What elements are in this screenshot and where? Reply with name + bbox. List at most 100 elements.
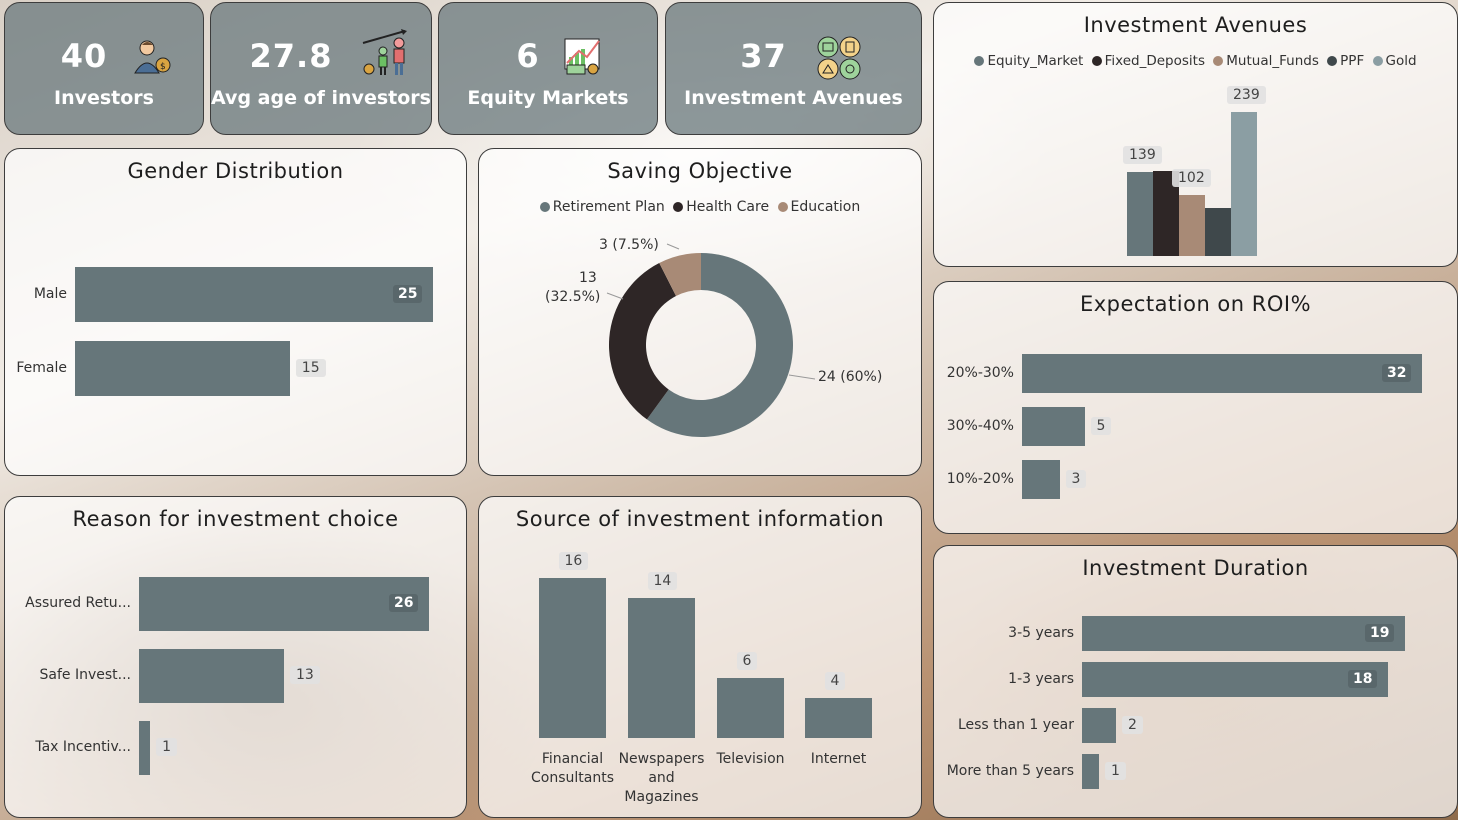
donut-slice[interactable] xyxy=(646,253,793,437)
category-label-line: Newspapers xyxy=(618,751,705,767)
legend-dot xyxy=(1213,56,1224,66)
data-label: 1 xyxy=(156,738,178,756)
data-label: 1 xyxy=(1105,761,1126,780)
kpi-investment-avenues: 37 Investment Avenues xyxy=(665,2,922,135)
legend-label: Health Care xyxy=(686,199,770,215)
duration-card: Investment Duration 3-5 years 19 1-3 years… xyxy=(933,545,1458,818)
legend-item[interactable]: Health Care xyxy=(673,199,769,215)
data-label: 2 xyxy=(1122,715,1143,734)
bar xyxy=(1082,754,1099,789)
data-label: 16 xyxy=(558,552,589,570)
legend-item[interactable]: Retirement Plan xyxy=(539,199,665,215)
category-label: Less than 1 year xyxy=(957,716,1074,733)
investor-icon: $ xyxy=(134,40,171,74)
bar xyxy=(75,267,433,322)
bar xyxy=(1082,662,1388,697)
kpi-avg-age: 27.8 Avg age of investors xyxy=(210,2,432,135)
kpi-label: Avg age of investors xyxy=(211,87,431,109)
data-label: 25 xyxy=(393,284,423,303)
data-label: 32 xyxy=(1382,363,1412,382)
kpi-label: Equity Markets xyxy=(467,87,629,109)
roi-expectation-card: Expectation on ROI% 20%-30% 32 30%-40% 5 10%… xyxy=(933,281,1458,534)
legend-dot xyxy=(673,202,684,212)
category-label: Newspapers and Magazines xyxy=(616,750,707,807)
legend-label: Fixed_Deposits xyxy=(1104,53,1205,69)
bar xyxy=(1082,708,1116,743)
card-title: Reason for investment choice xyxy=(72,507,399,531)
leader-line xyxy=(788,374,816,380)
bar xyxy=(1022,354,1422,393)
bar xyxy=(139,649,284,703)
saving-objective-card: Saving Objective Retirement Plan Health … xyxy=(478,148,922,476)
slice-label-health-care: 13 xyxy=(579,270,597,286)
bar xyxy=(805,698,872,738)
kpi-investors: 40 $ Investors xyxy=(4,2,204,135)
legend-item[interactable]: Fixed_Deposits xyxy=(1091,53,1205,69)
category-label-line: and xyxy=(648,770,675,786)
kpi-equity-markets: 6 Equity Markets xyxy=(438,2,658,135)
leader-line xyxy=(606,292,624,300)
bar xyxy=(1179,194,1205,256)
category-label: Assured Retu... xyxy=(25,595,131,611)
legend-dot xyxy=(539,202,550,212)
category-label: Female xyxy=(16,359,67,376)
card-title: Saving Objective xyxy=(607,159,793,183)
kpi-label: Investors xyxy=(54,87,154,109)
legend-label: PPF xyxy=(1340,53,1365,69)
kpi-value: 37 xyxy=(740,37,787,75)
bar xyxy=(1022,407,1085,446)
category-label: Male xyxy=(33,285,67,302)
source-card: Source of investment information 16 Finan… xyxy=(478,496,922,818)
kpi-value: 27.8 xyxy=(249,37,333,75)
slice-label-retirement: 24 (60%) xyxy=(818,369,883,385)
donut-slice[interactable] xyxy=(609,263,677,420)
slice-label-health-care-pct: (32.5%) xyxy=(545,289,601,305)
data-label: 19 xyxy=(1365,623,1395,642)
category-label-line: Financial xyxy=(541,751,604,767)
data-label: 26 xyxy=(389,594,419,612)
bar xyxy=(1205,207,1231,256)
legend-label: Equity_Market xyxy=(987,53,1084,69)
category-label: 1-3 years xyxy=(1008,670,1074,687)
reason-card: Reason for investment choice Assured Ret… xyxy=(4,496,467,818)
bar xyxy=(75,341,290,396)
data-label: 13 xyxy=(290,666,320,684)
kpi-value: 40 xyxy=(60,37,108,75)
legend-label: Mutual_Funds xyxy=(1226,53,1319,69)
slice-label-education: 3 (7.5%) xyxy=(599,237,659,253)
saving-legend: Retirement Plan Health Care Education xyxy=(479,199,921,215)
category-label: Safe Invest... xyxy=(39,667,132,683)
data-label: 102 xyxy=(1172,168,1211,187)
category-label: Television xyxy=(705,750,796,769)
legend-dot xyxy=(974,56,985,66)
legend-label: Retirement Plan xyxy=(552,199,665,215)
category-label-line: Television xyxy=(716,751,785,767)
bar xyxy=(1082,616,1405,651)
legend-item[interactable]: Gold xyxy=(1372,53,1417,69)
card-title: Investment Duration xyxy=(1082,556,1309,580)
category-label: Internet xyxy=(793,750,884,769)
data-label: 239 xyxy=(1227,86,1266,104)
category-label-line: Internet xyxy=(810,751,867,767)
legend-item[interactable]: Education xyxy=(777,199,860,215)
saving-donut-chart xyxy=(606,243,816,437)
legend-dot xyxy=(777,202,788,212)
bar xyxy=(717,678,784,738)
donut-slice[interactable] xyxy=(659,253,701,296)
data-label: 4 xyxy=(824,672,846,690)
bar xyxy=(139,721,151,775)
card-title: Expectation on ROI% xyxy=(1079,292,1312,316)
card-title: Source of investment information xyxy=(515,507,885,531)
bar xyxy=(539,578,606,738)
leader-line xyxy=(666,243,680,250)
bar xyxy=(1231,112,1257,256)
legend-item[interactable]: Mutual_Funds xyxy=(1213,53,1319,69)
card-title: Gender Distribution xyxy=(127,159,344,183)
legend-dot xyxy=(1372,56,1383,66)
bar xyxy=(628,598,695,738)
legend-item[interactable]: PPF xyxy=(1327,53,1364,69)
legend-dot xyxy=(1091,56,1102,66)
category-label: 30%-40% xyxy=(946,417,1014,434)
kpi-label: Investment Avenues xyxy=(684,87,903,109)
legend-item[interactable]: Equity_Market xyxy=(974,53,1083,69)
